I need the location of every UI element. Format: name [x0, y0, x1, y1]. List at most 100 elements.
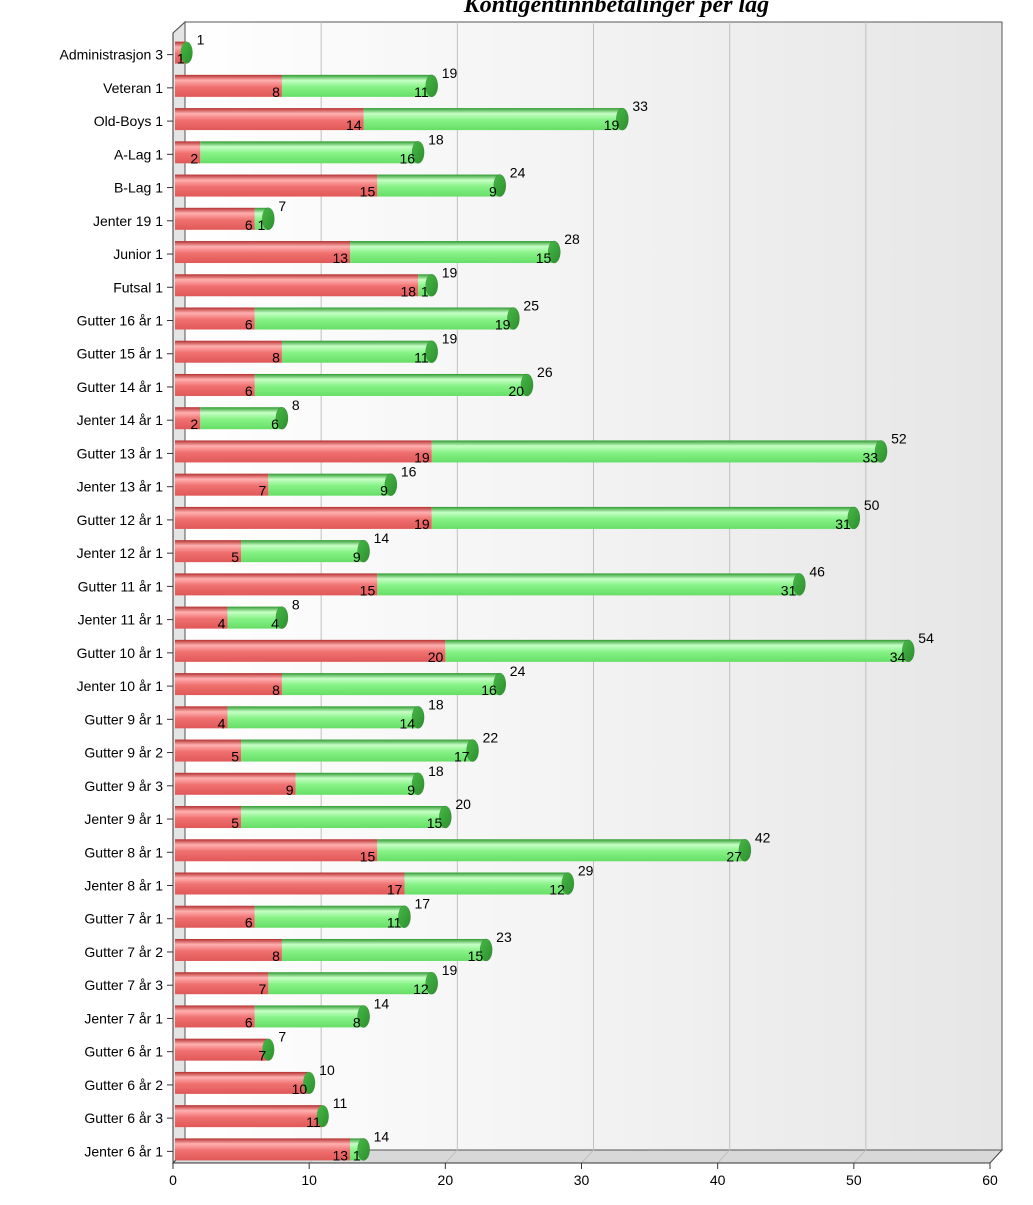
bar-green-cap — [275, 606, 289, 629]
label-red: 8 — [272, 84, 280, 100]
category-label: Jenter 12 år 1 — [77, 545, 164, 561]
label-total: 16 — [401, 464, 417, 480]
bar-red — [175, 540, 242, 563]
label-green: 4 — [271, 616, 279, 632]
label-red: 7 — [259, 1048, 267, 1064]
x-tick-label: 50 — [846, 1172, 862, 1188]
label-green: 9 — [489, 184, 497, 200]
label-red: 7 — [259, 483, 267, 499]
bar-green-cap — [616, 107, 629, 131]
label-green: 9 — [407, 782, 415, 798]
label-total: 17 — [414, 896, 430, 912]
category-label: Jenter 6 år 1 — [84, 1143, 163, 1159]
category-label: Gutter 8 år 1 — [84, 844, 163, 860]
label-total: 19 — [442, 331, 458, 347]
label-red: 15 — [360, 582, 376, 598]
label-green: 16 — [400, 150, 416, 166]
label-green: 11 — [387, 915, 402, 931]
category-label: Gutter 6 år 3 — [84, 1110, 163, 1126]
label-green: 34 — [890, 649, 906, 665]
category-label: Jenter 10 år 1 — [77, 678, 164, 694]
bar-red — [175, 739, 242, 762]
bar-green — [404, 872, 568, 895]
bar-green — [268, 972, 432, 995]
bar-green — [350, 241, 555, 264]
label-red: 8 — [272, 948, 280, 964]
label-total: 24 — [510, 663, 526, 679]
label-total: 18 — [428, 131, 444, 147]
label-green: 31 — [781, 582, 797, 598]
bar-green-cap — [384, 473, 398, 496]
bar-green-cap — [874, 440, 888, 463]
bar-green-cap — [425, 274, 438, 297]
bar-red — [175, 606, 228, 629]
grid-floor-line — [717, 1149, 731, 1164]
label-red: 11 — [306, 1114, 321, 1130]
label-green: 12 — [549, 882, 565, 898]
category-label: Jenter 14 år 1 — [77, 412, 164, 428]
bar-green — [281, 340, 432, 363]
bar-green-cap — [507, 307, 520, 330]
label-total: 14 — [374, 1128, 390, 1144]
bar-red — [175, 573, 378, 596]
label-total: 11 — [333, 1095, 348, 1111]
label-green: 15 — [427, 815, 443, 831]
bar-green — [377, 839, 745, 862]
bar-green-cap — [425, 340, 438, 363]
category-label: Jenter 9 år 1 — [84, 811, 163, 827]
label-green: 11 — [414, 84, 429, 100]
category-label: Gutter 7 år 3 — [84, 977, 163, 993]
label-green: 8 — [353, 1014, 361, 1030]
category-label: Gutter 6 år 1 — [84, 1044, 163, 1060]
bar-green — [200, 407, 282, 430]
bar-green — [241, 540, 364, 563]
label-total: 46 — [809, 563, 825, 579]
label-red: 13 — [332, 1147, 348, 1163]
bar-red — [175, 241, 351, 264]
bar-green-cap — [411, 141, 425, 164]
label-total: 7 — [278, 198, 286, 214]
category-label: Gutter 14 år 1 — [77, 379, 164, 395]
bar-red — [175, 1038, 269, 1061]
label-red: 6 — [245, 915, 253, 931]
bar-green — [241, 739, 473, 762]
label-total: 26 — [537, 364, 553, 380]
label-red: 6 — [245, 317, 253, 333]
bar-green — [281, 74, 432, 97]
label-total: 54 — [918, 630, 934, 646]
label-green: 6 — [271, 416, 279, 432]
category-label: Gutter 9 år 2 — [84, 745, 163, 761]
bars — [175, 41, 915, 1161]
label-red: 6 — [245, 1014, 253, 1030]
bar-green-cap — [548, 240, 561, 264]
bar-green-cap — [493, 672, 506, 696]
bar-red-cap — [180, 41, 193, 64]
label-green: 20 — [508, 383, 524, 399]
bar-green — [268, 473, 391, 496]
bar-red — [175, 673, 282, 696]
label-total: 29 — [578, 863, 594, 879]
bar-red — [175, 872, 405, 895]
category-label: A-Lag 1 — [114, 146, 163, 162]
grid-floor-line — [581, 1149, 594, 1164]
label-green: 1 — [421, 283, 429, 299]
label-red: 20 — [428, 649, 444, 665]
bar-red — [175, 772, 296, 795]
bar-red-cap — [303, 1071, 316, 1094]
label-total: 23 — [496, 929, 512, 945]
category-label: Gutter 7 år 1 — [84, 911, 163, 927]
label-green: 1 — [353, 1147, 361, 1163]
label-total: 18 — [428, 763, 444, 779]
bar-green-cap — [425, 972, 438, 995]
x-tick-label: 20 — [438, 1172, 454, 1188]
bar-red — [175, 473, 269, 496]
label-total: 14 — [374, 530, 390, 546]
bar-green-cap — [425, 74, 438, 98]
bar-red — [175, 1105, 323, 1128]
label-total: 52 — [891, 430, 907, 446]
bar-green-cap — [520, 373, 534, 397]
bar-red — [175, 1138, 351, 1161]
label-total: 7 — [278, 1029, 286, 1045]
